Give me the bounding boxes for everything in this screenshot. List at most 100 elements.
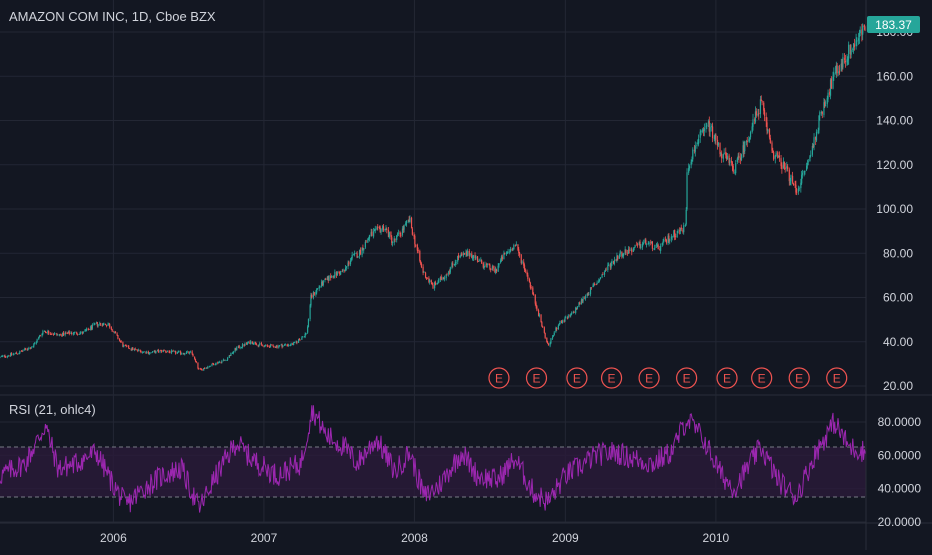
candle[interactable] (303, 335, 305, 338)
candle[interactable] (5, 356, 7, 358)
candle[interactable] (599, 277, 602, 280)
candle[interactable] (236, 346, 238, 351)
candle[interactable] (199, 367, 202, 370)
candle[interactable] (841, 58, 843, 72)
candle[interactable] (768, 128, 771, 140)
candle[interactable] (134, 347, 136, 351)
candle[interactable] (843, 53, 846, 64)
candle[interactable] (43, 330, 46, 332)
candle[interactable] (729, 157, 731, 167)
candle[interactable] (240, 346, 242, 350)
candle[interactable] (29, 347, 32, 350)
candle[interactable] (7, 354, 9, 357)
candle[interactable] (826, 95, 828, 108)
candle[interactable] (792, 182, 795, 186)
candle[interactable] (448, 270, 450, 277)
candle[interactable] (847, 56, 849, 65)
candle[interactable] (553, 330, 555, 336)
candle[interactable] (633, 247, 635, 251)
candle[interactable] (810, 150, 812, 158)
candle[interactable] (445, 274, 447, 281)
candle[interactable] (178, 350, 180, 353)
candle[interactable] (716, 135, 719, 150)
candle[interactable] (584, 296, 586, 300)
candle[interactable] (532, 286, 534, 295)
candle[interactable] (488, 263, 490, 266)
candle[interactable] (748, 135, 750, 143)
candle[interactable] (765, 112, 767, 127)
candle[interactable] (650, 239, 652, 246)
candle[interactable] (390, 231, 392, 240)
candle[interactable] (349, 258, 352, 267)
candle[interactable] (322, 280, 324, 287)
candle[interactable] (396, 235, 398, 243)
candle[interactable] (684, 223, 686, 227)
candle[interactable] (388, 231, 390, 239)
candle[interactable] (641, 241, 644, 250)
candle[interactable] (512, 247, 514, 251)
candle[interactable] (434, 281, 436, 291)
candle[interactable] (207, 365, 209, 369)
candle[interactable] (188, 351, 190, 354)
candle[interactable] (832, 71, 834, 90)
candle[interactable] (241, 342, 244, 349)
candle[interactable] (449, 266, 451, 275)
candle[interactable] (734, 169, 736, 175)
candle[interactable] (580, 298, 583, 305)
candle[interactable] (415, 244, 417, 248)
candle[interactable] (198, 367, 200, 370)
candle[interactable] (486, 263, 489, 268)
candle[interactable] (763, 100, 765, 115)
candle[interactable] (3, 355, 5, 357)
candle[interactable] (498, 263, 500, 268)
candle[interactable] (137, 349, 139, 353)
candle[interactable] (811, 142, 813, 157)
candle[interactable] (53, 332, 56, 336)
candle[interactable] (696, 142, 698, 149)
candle[interactable] (736, 157, 738, 164)
candle[interactable] (723, 148, 725, 155)
candle[interactable] (749, 130, 752, 140)
candle[interactable] (36, 338, 38, 344)
candle[interactable] (64, 331, 66, 337)
candle[interactable] (622, 253, 624, 258)
candle[interactable] (682, 227, 684, 234)
candle[interactable] (465, 249, 467, 257)
candle[interactable] (483, 266, 485, 270)
candle[interactable] (668, 232, 670, 243)
candle[interactable] (284, 343, 286, 346)
candle[interactable] (538, 313, 540, 318)
candle[interactable] (313, 291, 315, 296)
candle[interactable] (631, 247, 633, 256)
candle[interactable] (264, 345, 266, 348)
candle[interactable] (335, 271, 338, 279)
candle[interactable] (197, 362, 199, 370)
candle[interactable] (250, 339, 252, 345)
candle[interactable] (176, 351, 178, 355)
candle[interactable] (777, 155, 780, 158)
candle[interactable] (78, 334, 80, 335)
candle[interactable] (766, 117, 768, 135)
candle[interactable] (857, 33, 860, 45)
candle[interactable] (671, 235, 673, 241)
candle[interactable] (673, 229, 675, 238)
candle[interactable] (699, 129, 701, 143)
candle[interactable] (24, 347, 27, 351)
candle[interactable] (255, 343, 258, 346)
candle[interactable] (350, 257, 352, 262)
candle[interactable] (738, 152, 740, 163)
candle[interactable] (827, 89, 829, 103)
candle[interactable] (656, 241, 658, 248)
candle[interactable] (226, 359, 228, 361)
candle[interactable] (523, 263, 526, 272)
candle[interactable] (457, 255, 459, 265)
candle[interactable] (705, 122, 707, 133)
candle[interactable] (644, 238, 646, 244)
candle[interactable] (378, 225, 380, 230)
candle[interactable] (218, 360, 220, 364)
candle[interactable] (227, 356, 229, 362)
candle[interactable] (846, 54, 848, 66)
candle[interactable] (812, 143, 814, 149)
candle[interactable] (660, 243, 662, 254)
candle[interactable] (299, 339, 301, 341)
